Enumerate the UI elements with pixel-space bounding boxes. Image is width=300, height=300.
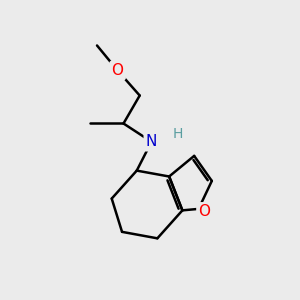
- Text: O: O: [199, 204, 211, 219]
- Text: O: O: [112, 63, 124, 78]
- Text: H: H: [173, 127, 183, 141]
- Text: N: N: [146, 134, 157, 149]
